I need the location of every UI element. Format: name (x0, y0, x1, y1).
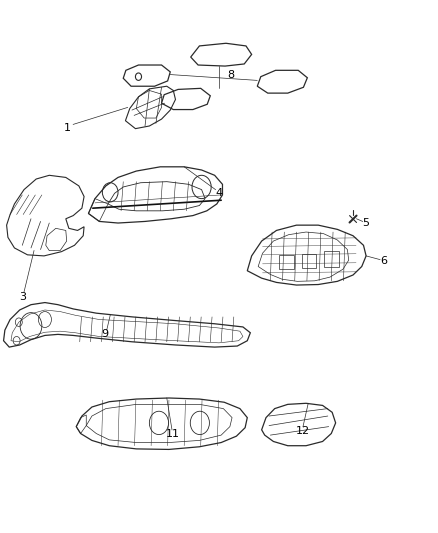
Text: 6: 6 (380, 256, 387, 266)
Text: 9: 9 (102, 329, 109, 340)
Text: 8: 8 (228, 70, 235, 79)
Text: 4: 4 (215, 188, 223, 198)
Text: 1: 1 (64, 123, 71, 133)
Text: 5: 5 (363, 218, 370, 228)
Text: 12: 12 (296, 426, 310, 436)
Text: 3: 3 (19, 292, 26, 302)
Text: 11: 11 (166, 429, 180, 439)
